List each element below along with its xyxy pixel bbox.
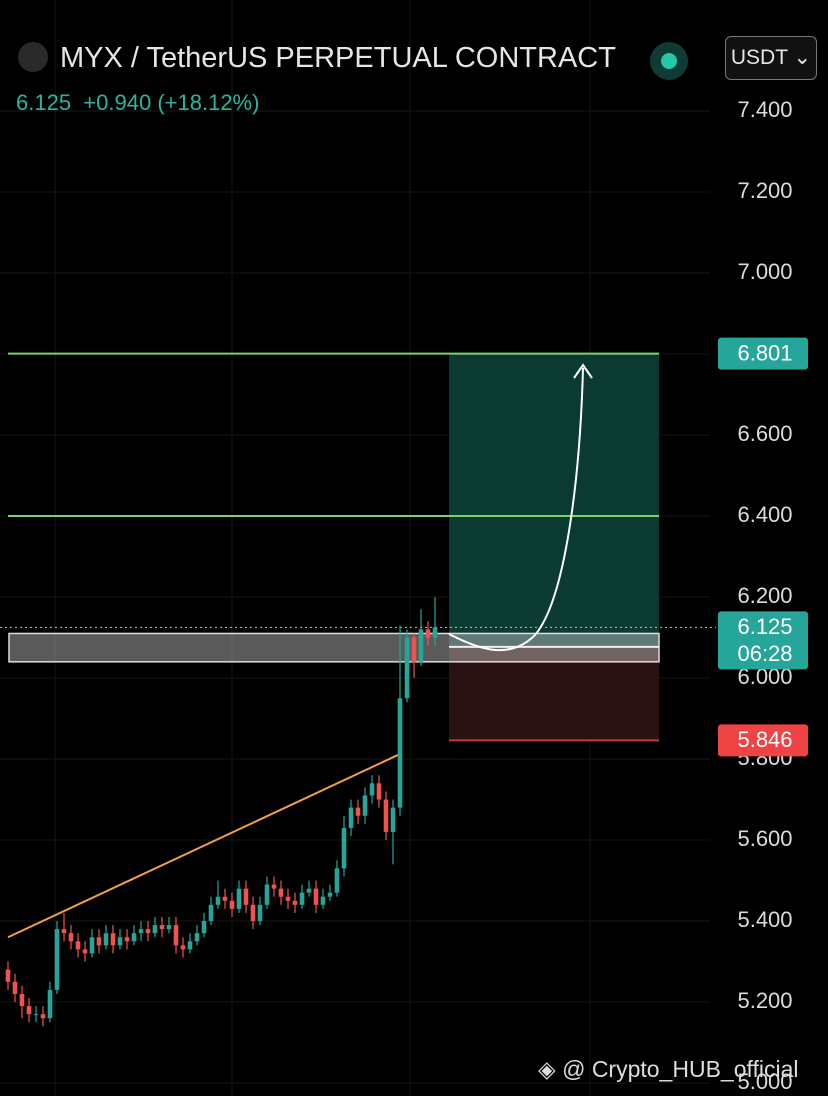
candle-body (285, 896, 291, 901)
candle-body (180, 945, 186, 950)
y-tick-label: 7.200 (737, 178, 792, 203)
y-tick-label: 7.000 (737, 259, 792, 284)
candle-body (103, 933, 109, 946)
candle-body (278, 888, 284, 897)
annotation-arrow (448, 367, 584, 652)
price-row: 6.125 +0.940 (+18.12%) (16, 90, 259, 116)
candle-body (201, 921, 207, 934)
candle-body (61, 929, 67, 934)
candle-body (355, 807, 361, 816)
y-tick-label: 5.000 (737, 1069, 792, 1094)
candle-body (327, 892, 333, 897)
candle-body (425, 629, 431, 638)
y-tick-label: 5.200 (737, 988, 792, 1013)
candle-body (236, 888, 242, 909)
candle-body (320, 896, 326, 905)
candle-body (117, 937, 123, 946)
candle-body (54, 929, 60, 990)
candle-body (411, 637, 417, 662)
title: MYX / TetherUS PERPETUAL CONTRACT (60, 42, 616, 74)
candle-body (75, 941, 81, 950)
y-tick-label: 7.400 (737, 97, 792, 122)
candle-body (19, 993, 25, 1007)
change-pct: (+18.12%) (157, 90, 260, 115)
candle-body (166, 925, 172, 930)
candle-body (12, 981, 18, 994)
candle-body (299, 892, 305, 905)
candle-body (369, 783, 375, 796)
candle-body (159, 925, 165, 930)
candle-body (250, 904, 256, 922)
candle-body (82, 949, 88, 954)
status (650, 42, 688, 80)
candle-body (313, 888, 319, 905)
candle-body (243, 888, 249, 905)
currency-select[interactable]: USDT ⌄ (725, 36, 817, 80)
y-tick-label: 5.600 (737, 826, 792, 851)
candle-body (145, 929, 151, 934)
change: +0.940 (83, 90, 152, 115)
candle-body (390, 807, 396, 832)
watermark: ◈ @ Crypto_HUB_official (538, 1056, 799, 1082)
candle-body (362, 795, 368, 816)
currency: USDT (730, 46, 788, 69)
candle-body (334, 868, 340, 893)
arrow-head (573, 363, 593, 379)
candle-body (40, 1014, 46, 1019)
candle-body (292, 900, 298, 905)
candle-body (68, 933, 74, 942)
price-tag (718, 724, 808, 757)
candle-body (341, 827, 347, 869)
trendline (7, 754, 399, 939)
candle-body (257, 904, 263, 922)
candle-body (89, 937, 95, 954)
candle-body (138, 929, 144, 934)
candle-body (432, 627, 438, 638)
candle-body (131, 933, 137, 942)
candle-body (5, 969, 11, 982)
candle-body (47, 989, 53, 1019)
candle-body (264, 884, 270, 905)
y-tick-label: 5.400 (737, 907, 792, 932)
candle-body (271, 884, 277, 889)
target-zone (449, 353, 659, 647)
candle-body (376, 783, 382, 800)
price-tag-label: 5.846 (737, 727, 792, 752)
coin-icon (18, 42, 48, 72)
candle-body (187, 941, 193, 950)
candle-body (348, 807, 354, 828)
candle-body (96, 937, 102, 946)
watermark-text: @ Crypto_HUB_official (562, 1056, 799, 1082)
candle-body (404, 637, 410, 699)
candle-body (33, 1014, 39, 1016)
price-tag (718, 611, 808, 670)
candle-body (173, 925, 179, 946)
candle-body (194, 933, 200, 942)
candle-body (418, 629, 424, 662)
candle-body (110, 933, 116, 946)
price-tag-label: 6.801 (737, 340, 792, 365)
candle-body (215, 896, 221, 905)
candle-body (222, 896, 228, 901)
candle-body (124, 937, 130, 942)
y-tick-label: 6.400 (737, 502, 792, 527)
candle-body (383, 799, 389, 832)
candle-body (208, 904, 214, 922)
candle-body (26, 1006, 32, 1015)
price: 6.125 (16, 90, 72, 115)
candle-body (152, 925, 158, 934)
price-tag (718, 337, 808, 370)
y-tick-label: 6.600 (737, 421, 792, 446)
candle-body (306, 888, 312, 893)
candle-body (229, 900, 235, 909)
candle-body (397, 698, 403, 808)
y-tick-label: 6.200 (737, 583, 792, 608)
countdown: 06:28 (737, 641, 792, 666)
price-tag-label: 6.125 (737, 614, 792, 639)
